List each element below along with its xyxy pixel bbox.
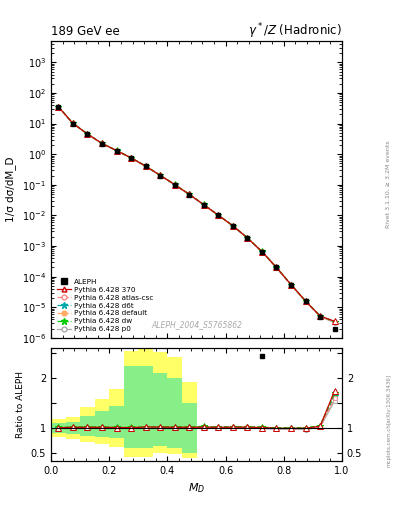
- Text: Rivet 3.1.10, ≥ 3.2M events: Rivet 3.1.10, ≥ 3.2M events: [386, 140, 391, 228]
- Y-axis label: Ratio to ALEPH: Ratio to ALEPH: [16, 371, 25, 438]
- Text: $\gamma^*/Z$ (Hadronic): $\gamma^*/Z$ (Hadronic): [248, 22, 342, 41]
- X-axis label: $M_D$: $M_D$: [188, 481, 205, 495]
- Text: [arXiv:1306.3436]: [arXiv:1306.3436]: [386, 374, 391, 424]
- Text: ALEPH_2004_S5765862: ALEPH_2004_S5765862: [151, 320, 242, 329]
- Text: mcplots.cern.ch: mcplots.cern.ch: [386, 423, 391, 467]
- Text: 189 GeV ee: 189 GeV ee: [51, 25, 120, 38]
- Legend: ALEPH, Pythia 6.428 370, Pythia 6.428 atlas-csc, Pythia 6.428 d6t, Pythia 6.428 : ALEPH, Pythia 6.428 370, Pythia 6.428 at…: [55, 277, 156, 334]
- Y-axis label: 1/σ dσ/dM_D: 1/σ dσ/dM_D: [6, 157, 17, 222]
